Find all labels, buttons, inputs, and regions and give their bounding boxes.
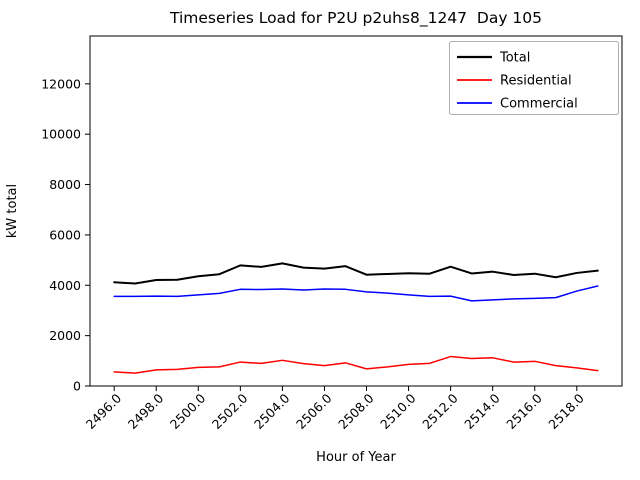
x-tick-label: 2510.0	[377, 390, 419, 432]
x-tick-label: 2508.0	[335, 390, 377, 432]
y-axis-label: kW total	[5, 184, 20, 238]
x-tick-label: 2512.0	[419, 390, 461, 432]
x-tick-label: 2500.0	[167, 390, 209, 432]
series-line-total	[113, 262, 599, 285]
y-tick-label: 6000	[49, 227, 81, 242]
legend: Total Residential Commercial	[449, 41, 619, 115]
x-axis-label: Hour of Year	[316, 450, 396, 465]
y-tick-label: 8000	[49, 177, 81, 192]
legend-box	[449, 41, 619, 115]
legend-label-total: Total	[499, 51, 530, 66]
x-tick-label: 2496.0	[83, 390, 125, 432]
series-line-commercial	[113, 285, 599, 302]
y-tick-label: 10000	[41, 127, 81, 142]
y-tick-label: 0	[73, 379, 81, 394]
y-tick-label: 2000	[49, 328, 81, 343]
x-tick-label: 2504.0	[251, 390, 293, 432]
legend-label-commercial: Commercial	[500, 97, 578, 112]
y-tick-label: 4000	[49, 278, 81, 293]
legend-label-residential: Residential	[500, 74, 572, 89]
x-tick-label: 2498.0	[125, 390, 167, 432]
x-tick-label: 2506.0	[293, 390, 335, 432]
x-tick-label: 2514.0	[461, 390, 503, 432]
x-tick-label: 2518.0	[545, 390, 587, 432]
series-line-residential	[113, 355, 599, 374]
x-tick-label: 2502.0	[209, 390, 251, 432]
chart-title: Timeseries Load for P2U p2uhs8_1247 Day …	[169, 9, 542, 28]
y-tick-label: 12000	[41, 76, 81, 91]
axes-frame	[89, 35, 623, 387]
x-tick-label: 2516.0	[503, 390, 545, 432]
